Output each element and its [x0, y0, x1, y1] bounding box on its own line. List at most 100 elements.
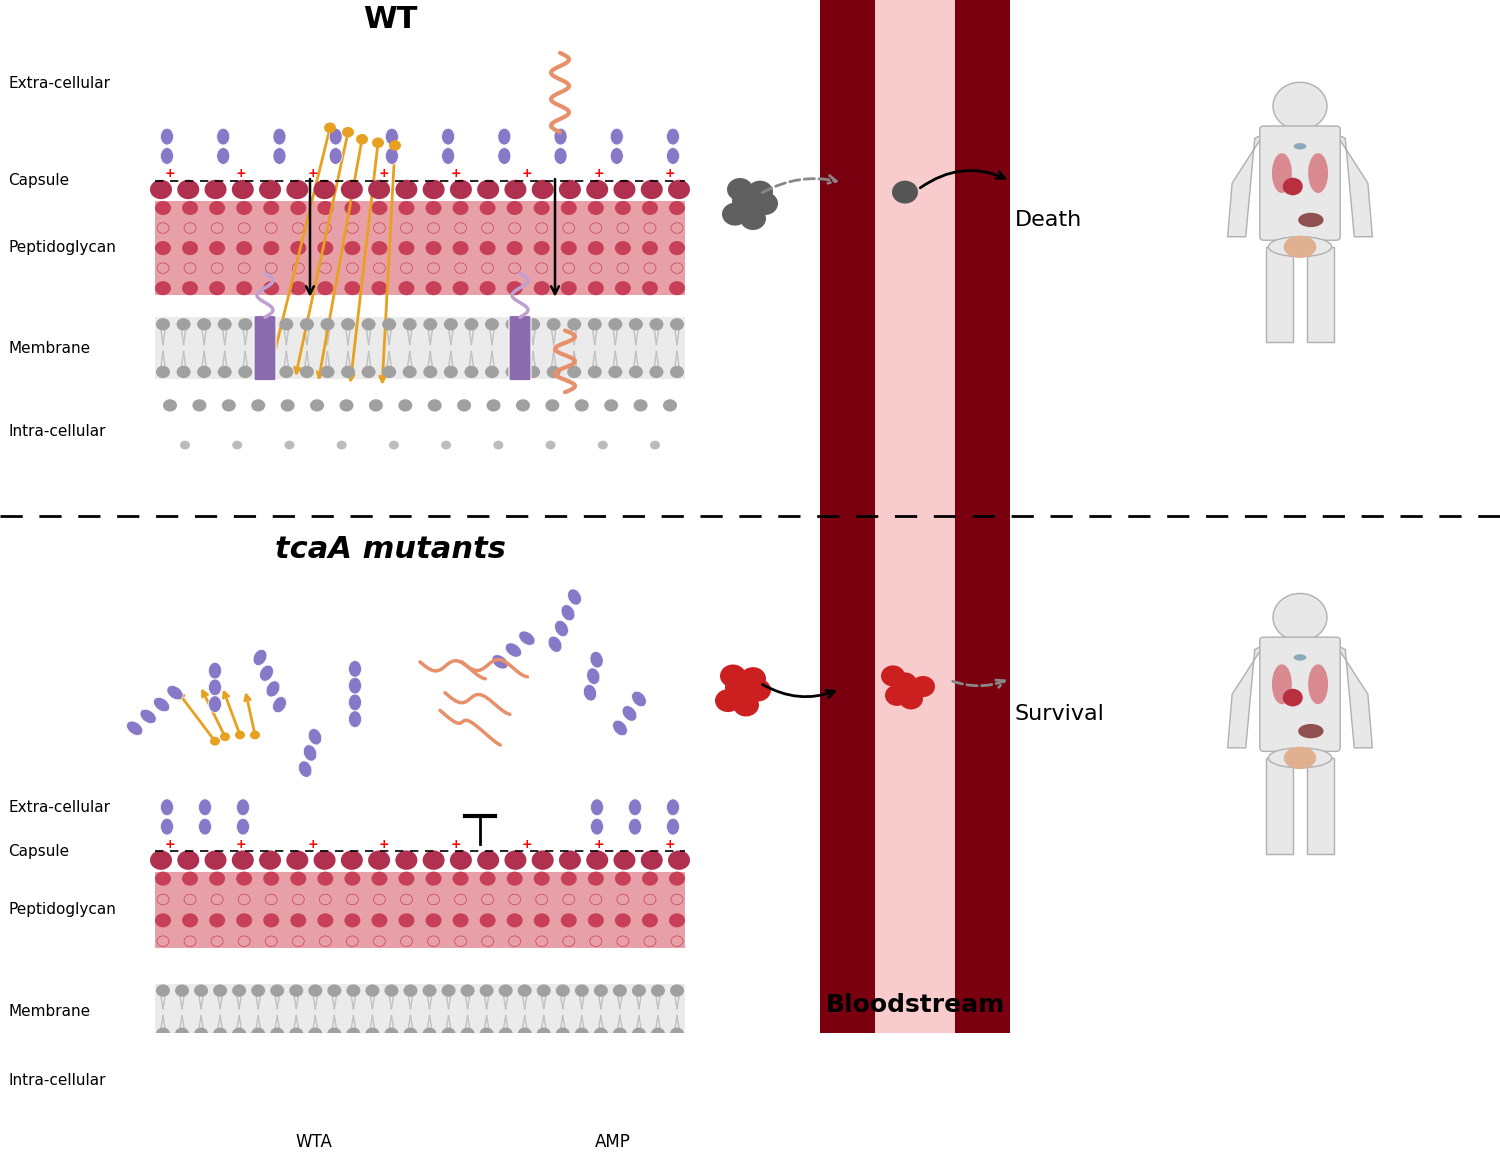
Circle shape: [382, 366, 396, 379]
Ellipse shape: [160, 148, 174, 164]
Circle shape: [238, 366, 252, 379]
Ellipse shape: [258, 1133, 270, 1151]
Circle shape: [633, 400, 648, 411]
Circle shape: [668, 851, 690, 870]
Circle shape: [650, 441, 660, 449]
Ellipse shape: [298, 761, 312, 777]
Circle shape: [586, 179, 608, 199]
Circle shape: [340, 179, 363, 199]
Circle shape: [262, 281, 279, 295]
Circle shape: [616, 263, 628, 273]
Text: +: +: [664, 168, 675, 180]
Text: +: +: [594, 838, 604, 851]
Circle shape: [346, 984, 360, 996]
Circle shape: [340, 318, 356, 331]
Circle shape: [534, 241, 549, 255]
Text: WTA: WTA: [296, 1133, 332, 1151]
Circle shape: [507, 281, 522, 295]
Circle shape: [321, 318, 334, 331]
Ellipse shape: [1308, 154, 1328, 193]
Circle shape: [292, 223, 304, 233]
Circle shape: [728, 178, 753, 200]
Circle shape: [196, 366, 211, 379]
Circle shape: [1282, 689, 1304, 707]
Ellipse shape: [209, 696, 222, 713]
Ellipse shape: [632, 691, 646, 707]
Circle shape: [423, 984, 436, 996]
Circle shape: [211, 894, 223, 905]
Circle shape: [340, 851, 363, 870]
Circle shape: [217, 318, 231, 331]
Circle shape: [158, 894, 170, 905]
Circle shape: [236, 200, 252, 214]
Circle shape: [154, 200, 171, 214]
Circle shape: [372, 137, 384, 148]
Circle shape: [209, 200, 225, 214]
Ellipse shape: [140, 709, 156, 723]
Circle shape: [314, 179, 336, 199]
Circle shape: [670, 936, 682, 947]
Circle shape: [556, 984, 570, 996]
Circle shape: [318, 200, 333, 214]
Ellipse shape: [498, 148, 512, 164]
Circle shape: [318, 913, 333, 927]
Circle shape: [590, 223, 602, 233]
Circle shape: [346, 263, 358, 273]
Circle shape: [279, 366, 294, 379]
Circle shape: [651, 984, 664, 996]
Bar: [1266, 758, 1293, 853]
Circle shape: [518, 1028, 531, 1040]
Circle shape: [396, 851, 417, 870]
Circle shape: [716, 689, 741, 713]
Circle shape: [426, 241, 441, 255]
Ellipse shape: [622, 706, 638, 721]
Text: Membrane: Membrane: [8, 341, 90, 355]
Circle shape: [642, 200, 658, 214]
Circle shape: [453, 872, 468, 886]
Circle shape: [356, 134, 368, 144]
Circle shape: [720, 665, 746, 688]
Circle shape: [534, 200, 549, 214]
Circle shape: [747, 180, 772, 204]
Circle shape: [404, 984, 417, 996]
Circle shape: [236, 730, 244, 740]
Circle shape: [531, 851, 554, 870]
Circle shape: [427, 263, 439, 273]
Circle shape: [156, 984, 170, 996]
Circle shape: [498, 984, 513, 996]
Circle shape: [158, 223, 170, 233]
Circle shape: [291, 281, 306, 295]
Ellipse shape: [628, 818, 642, 834]
Circle shape: [484, 318, 500, 331]
Ellipse shape: [303, 744, 316, 761]
Circle shape: [399, 400, 412, 411]
Circle shape: [644, 936, 656, 947]
Circle shape: [562, 223, 574, 233]
Circle shape: [400, 223, 412, 233]
Circle shape: [184, 894, 196, 905]
Circle shape: [266, 263, 278, 273]
Circle shape: [567, 318, 580, 331]
Circle shape: [561, 872, 578, 886]
Circle shape: [670, 984, 684, 996]
Circle shape: [156, 318, 170, 331]
Circle shape: [402, 366, 417, 379]
Ellipse shape: [591, 818, 603, 834]
Circle shape: [182, 200, 198, 214]
Text: Intra-cellular: Intra-cellular: [8, 424, 105, 440]
Circle shape: [372, 241, 387, 255]
Bar: [1293, 120, 1306, 137]
Ellipse shape: [348, 694, 361, 710]
Circle shape: [286, 179, 309, 199]
Circle shape: [724, 676, 752, 699]
Circle shape: [588, 281, 604, 295]
Circle shape: [318, 241, 333, 255]
Circle shape: [534, 872, 549, 886]
Circle shape: [362, 366, 375, 379]
Text: Capsule: Capsule: [8, 173, 69, 189]
Circle shape: [156, 1028, 170, 1040]
Circle shape: [507, 872, 522, 886]
Text: +: +: [236, 168, 246, 180]
Circle shape: [211, 263, 223, 273]
Circle shape: [892, 673, 916, 694]
